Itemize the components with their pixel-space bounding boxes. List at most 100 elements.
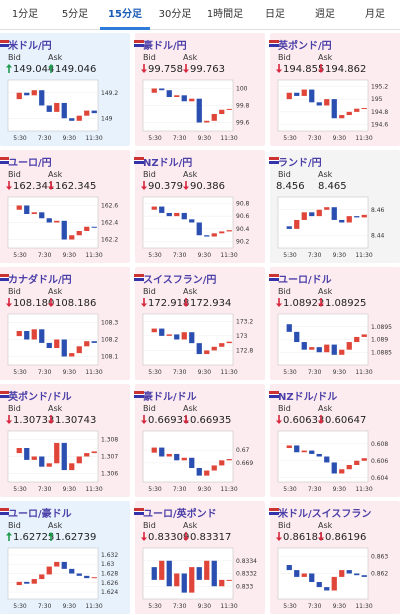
rate-card[interactable]: カナダドル/円 Bid Ask 108.180 108.186 108.3 108.2 108…: [0, 267, 130, 380]
rate-card[interactable]: 英ポンド/円 Bid Ask 194.855 194.862 195.2 195 194.8 1…: [269, 33, 400, 146]
timeframe-tab[interactable]: 週足: [300, 0, 350, 30]
y-tick-label: 1.0885: [371, 349, 392, 356]
timeframe-tab[interactable]: 30分足: [150, 0, 200, 30]
y-tick-label: 149.2: [101, 90, 118, 97]
ask-text: 149.046: [55, 64, 97, 75]
trend-arrow: [183, 532, 189, 541]
candle: [76, 573, 82, 576]
flag: [134, 274, 144, 281]
flag: [269, 274, 279, 281]
rate-card[interactable]: ユーロ/ドル Bid Ask 1.08922 1.08925 1.0895 1.089 1.0…: [269, 267, 400, 380]
candle: [39, 574, 45, 580]
timeframe-tab[interactable]: 1分足: [0, 0, 50, 30]
timeframe-tab[interactable]: 月足: [350, 0, 400, 30]
candle: [54, 339, 60, 348]
ask-value: 162.345: [48, 181, 96, 192]
x-tick-label: 7:30: [308, 135, 322, 142]
bid-label: Bid: [8, 53, 21, 62]
rate-card[interactable]: ユーロ/豪ドル Bid Ask 1.62725 1.62739 1.632 1.63 1.62…: [0, 501, 130, 614]
candle: [46, 218, 52, 223]
candle: [69, 118, 75, 121]
pair-name: ユーロ/円: [0, 154, 52, 169]
rate-card[interactable]: ユーロ/英ポンド Bid Ask 0.83309 0.83317 0.8334 0.8332…: [134, 501, 265, 614]
bid-value: 8.456: [276, 181, 305, 192]
bid-value: 1.62725: [6, 532, 54, 543]
candle: [39, 329, 45, 343]
arrow-shape: [183, 64, 189, 73]
candle: [69, 353, 75, 357]
candle: [339, 349, 345, 355]
rate-card[interactable]: 豪ドル/ドル Bid Ask 0.66931 0.66935 0.67 0.669 5:30 7…: [134, 384, 265, 497]
y-tick-label: 0.862: [371, 571, 388, 578]
candle: [339, 570, 345, 577]
trend-arrow: [141, 181, 147, 190]
ask-label: Ask: [48, 287, 63, 296]
pair-name: NZドル/円: [134, 154, 192, 169]
candle: [16, 331, 22, 337]
y-tick-label: 1.089: [371, 337, 388, 344]
ask-text: 0.66935: [190, 415, 232, 426]
candle: [189, 457, 195, 468]
flag: [269, 157, 279, 164]
bid-label: Bid: [143, 287, 156, 296]
candle: [174, 453, 180, 461]
bid-value: 194.855: [276, 64, 324, 75]
trend-arrow: [318, 298, 324, 307]
candle: [24, 581, 30, 584]
candle: [361, 575, 367, 577]
y-tick-label: 1.626: [101, 580, 118, 587]
candle: [91, 577, 97, 579]
y-tick-label: 1.632: [101, 552, 118, 559]
arrow-shape: [6, 415, 12, 424]
rate-card[interactable]: ランド/円 Bid Ask 8.456 8.465 8.46 8.44 5:30 7:30 9:3…: [269, 150, 400, 263]
rate-card[interactable]: 英ポンド/ドル Bid Ask 1.30733 1.30743 1.308 1.307 1.3…: [0, 384, 130, 497]
x-tick-label: 11:30: [220, 252, 237, 259]
bid-value: 0.86181: [276, 532, 324, 543]
x-tick-label: 11:30: [220, 603, 237, 610]
arrow-shape: [276, 298, 282, 307]
y-tick-label: 100: [236, 86, 248, 93]
candle: [331, 462, 337, 474]
x-tick-label: 5:30: [13, 252, 27, 259]
x-tick-label: 7:30: [308, 252, 322, 259]
ask-label: Ask: [318, 521, 333, 530]
rate-card[interactable]: スイスフラン/円 Bid Ask 172.918 172.934 173.2 173 172.…: [134, 267, 265, 380]
x-tick-label: 9:30: [333, 135, 347, 142]
candle: [196, 467, 202, 476]
arrow-shape: [48, 415, 54, 424]
flag: [0, 391, 9, 398]
pair-name: 豪ドル/円: [134, 37, 187, 52]
arrow-shape: [183, 298, 189, 307]
candle: [76, 231, 82, 236]
candle: [31, 456, 37, 460]
bid-value: 108.180: [6, 298, 54, 309]
bid-label: Bid: [143, 521, 156, 530]
rate-card[interactable]: 豪ドル/円 Bid Ask 99.758 99.763 100 99.8 99.6 5:30 7:…: [134, 33, 265, 146]
candle: [361, 334, 367, 337]
bid-text: 194.855: [283, 64, 325, 75]
candle: [294, 445, 300, 453]
timeframe-tab[interactable]: 5分足: [50, 0, 100, 30]
x-tick-label: 5:30: [148, 486, 162, 493]
ask-text: 0.83317: [190, 532, 232, 543]
x-tick-label: 11:30: [355, 135, 372, 142]
arrow-shape: [183, 181, 189, 190]
timeframe-tab[interactable]: 1時間足: [200, 0, 250, 30]
candle: [316, 582, 322, 588]
rate-card[interactable]: NZドル/円 Bid Ask 90.379 90.386 90.8 90.6 90.4 90.2…: [134, 150, 265, 263]
trend-arrow: [141, 532, 147, 541]
timeframe-tab[interactable]: 15分足: [100, 0, 150, 30]
x-tick-label: 7:30: [173, 369, 187, 376]
rate-card[interactable]: ユーロ/円 Bid Ask 162.341 162.345 162.6 162.4 162.2…: [0, 150, 130, 263]
flag: [269, 40, 279, 47]
bid-value: 0.83309: [141, 532, 189, 543]
candle: [181, 212, 187, 220]
timeframe-tab[interactable]: 日足: [250, 0, 300, 30]
candle: [316, 209, 322, 217]
ask-label: Ask: [183, 53, 198, 62]
rate-card[interactable]: 米ドル/スイスフラン Bid Ask 0.86181 0.86196 0.863 0.862…: [269, 501, 400, 614]
rate-card[interactable]: NZドル/ドル Bid Ask 0.60633 0.60647 0.608 0.606 0.6…: [269, 384, 400, 497]
trend-arrow: [48, 532, 54, 541]
candle: [339, 115, 345, 119]
rate-card[interactable]: 米ドル/円 Bid Ask 149.044 149.046 149.2 149 5:30 7:3…: [0, 33, 130, 146]
